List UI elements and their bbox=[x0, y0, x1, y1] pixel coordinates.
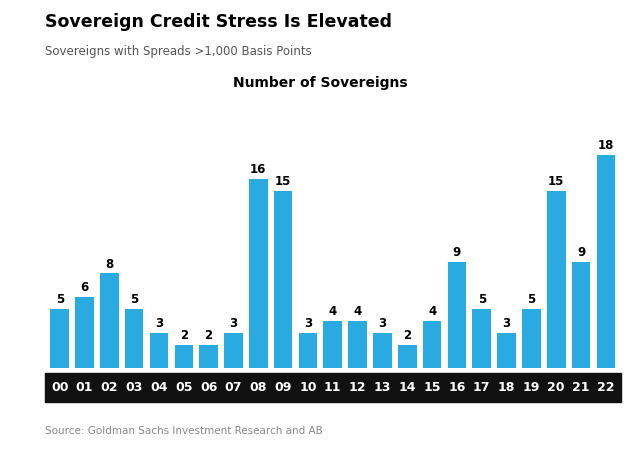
Text: 2: 2 bbox=[180, 329, 188, 342]
Text: 3: 3 bbox=[378, 317, 387, 330]
Text: Sovereigns with Spreads >1,000 Basis Points: Sovereigns with Spreads >1,000 Basis Poi… bbox=[45, 45, 312, 58]
Bar bbox=[373, 333, 392, 368]
Text: 14: 14 bbox=[399, 381, 416, 394]
Bar bbox=[249, 179, 268, 368]
Text: 21: 21 bbox=[572, 381, 590, 394]
Text: 5: 5 bbox=[130, 293, 138, 306]
Bar bbox=[348, 321, 367, 368]
Text: 11: 11 bbox=[324, 381, 342, 394]
Bar bbox=[175, 344, 193, 368]
Text: 02: 02 bbox=[100, 381, 118, 394]
Text: 20: 20 bbox=[547, 381, 565, 394]
Bar bbox=[150, 333, 168, 368]
Bar bbox=[274, 191, 292, 368]
Text: 15: 15 bbox=[275, 175, 291, 188]
Text: 9: 9 bbox=[577, 246, 585, 259]
Bar bbox=[472, 309, 491, 368]
Text: 04: 04 bbox=[150, 381, 168, 394]
Text: 12: 12 bbox=[349, 381, 366, 394]
Bar bbox=[199, 344, 218, 368]
Text: 8: 8 bbox=[105, 258, 113, 270]
Bar bbox=[497, 333, 516, 368]
Bar bbox=[423, 321, 442, 368]
Text: 3: 3 bbox=[155, 317, 163, 330]
Text: 3: 3 bbox=[229, 317, 237, 330]
Bar bbox=[224, 333, 243, 368]
Bar bbox=[447, 262, 467, 368]
Text: 01: 01 bbox=[76, 381, 93, 394]
Text: 22: 22 bbox=[597, 381, 614, 394]
Text: 16: 16 bbox=[250, 163, 266, 176]
Text: 15: 15 bbox=[424, 381, 441, 394]
Text: 9: 9 bbox=[453, 246, 461, 259]
Text: 5: 5 bbox=[56, 293, 64, 306]
Text: 18: 18 bbox=[598, 139, 614, 152]
Text: 5: 5 bbox=[477, 293, 486, 306]
Text: 4: 4 bbox=[428, 305, 436, 318]
Bar bbox=[299, 333, 317, 368]
Text: 07: 07 bbox=[225, 381, 242, 394]
Text: 00: 00 bbox=[51, 381, 68, 394]
Bar bbox=[100, 273, 118, 368]
Text: 08: 08 bbox=[250, 381, 267, 394]
Text: 09: 09 bbox=[275, 381, 292, 394]
Text: 4: 4 bbox=[353, 305, 362, 318]
Text: Number of Sovereigns: Number of Sovereigns bbox=[233, 76, 407, 90]
Text: 13: 13 bbox=[374, 381, 391, 394]
Bar bbox=[572, 262, 590, 368]
Text: 15: 15 bbox=[548, 175, 564, 188]
Bar bbox=[398, 344, 417, 368]
Text: 05: 05 bbox=[175, 381, 193, 394]
Bar bbox=[76, 297, 94, 368]
Text: 06: 06 bbox=[200, 381, 218, 394]
Text: 4: 4 bbox=[329, 305, 337, 318]
Text: 19: 19 bbox=[523, 381, 540, 394]
Text: 6: 6 bbox=[81, 281, 89, 294]
Text: Sovereign Credit Stress Is Elevated: Sovereign Credit Stress Is Elevated bbox=[45, 13, 392, 31]
Text: Source: Goldman Sachs Investment Research and AB: Source: Goldman Sachs Investment Researc… bbox=[45, 426, 323, 436]
Text: 3: 3 bbox=[304, 317, 312, 330]
Text: 5: 5 bbox=[527, 293, 536, 306]
Text: 2: 2 bbox=[205, 329, 212, 342]
Bar bbox=[596, 155, 615, 368]
Bar bbox=[125, 309, 143, 368]
Text: 17: 17 bbox=[473, 381, 490, 394]
Bar bbox=[51, 309, 69, 368]
Text: 18: 18 bbox=[498, 381, 515, 394]
Bar bbox=[522, 309, 541, 368]
Text: 03: 03 bbox=[125, 381, 143, 394]
Text: 10: 10 bbox=[300, 381, 317, 394]
Text: 3: 3 bbox=[502, 317, 511, 330]
Bar bbox=[547, 191, 566, 368]
Text: 16: 16 bbox=[448, 381, 466, 394]
Bar bbox=[323, 321, 342, 368]
Text: 2: 2 bbox=[403, 329, 412, 342]
